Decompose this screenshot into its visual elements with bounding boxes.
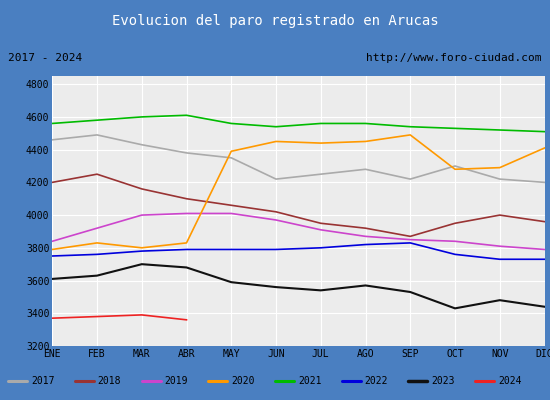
Text: http://www.foro-ciudad.com: http://www.foro-ciudad.com (366, 53, 542, 63)
Text: 2021: 2021 (298, 376, 321, 386)
Text: 2018: 2018 (98, 376, 121, 386)
Text: 2017 - 2024: 2017 - 2024 (8, 53, 82, 63)
Text: 2023: 2023 (431, 376, 455, 386)
Text: 2019: 2019 (164, 376, 188, 386)
Text: 2017: 2017 (31, 376, 54, 386)
Text: 2020: 2020 (231, 376, 255, 386)
Text: 2022: 2022 (365, 376, 388, 386)
Text: Evolucion del paro registrado en Arucas: Evolucion del paro registrado en Arucas (112, 14, 438, 28)
Text: 2024: 2024 (498, 376, 521, 386)
